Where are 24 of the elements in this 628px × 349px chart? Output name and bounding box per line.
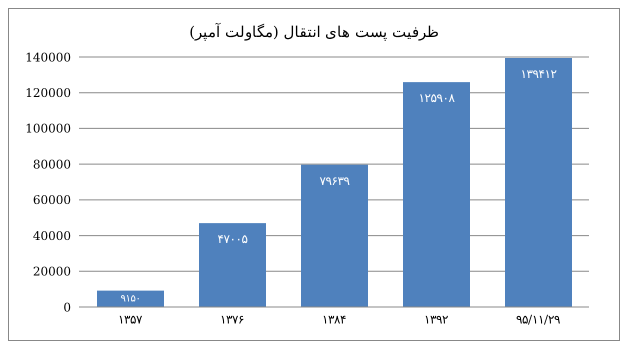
chart-title: ظرفیت پست های انتقال (مگاولت آمپر) [188,23,440,43]
y-tick-label: 60000 [32,193,71,208]
data-label: ۱۲۵۹۰۸ [418,91,456,106]
x-tick-label: ۱۳۸۴ [322,312,346,327]
bar [301,164,368,307]
bar [403,82,470,307]
x-tick-label: ۱۳۹۲ [424,312,448,327]
data-label: ۹۱۵۰ [120,293,140,304]
bar [97,290,164,307]
x-tick-label: ۹۵/۱۱/۲۹ [516,312,560,327]
y-tick-label: 140000 [25,50,71,64]
bar [199,223,266,307]
data-label: ۱۳۹۴۱۲ [520,67,556,82]
y-tick-label: 40000 [32,228,71,243]
data-label: ۴۷۰۰۵ [218,232,248,246]
y-tick-label: 80000 [32,157,71,172]
x-tick-label: ۱۳۷۶ [220,312,244,327]
data-label: ۷۹۶۳۹ [320,174,350,188]
y-tick-label: 20000 [32,264,71,279]
y-tick-label: 0 [63,300,71,314]
bar [505,58,572,307]
y-tick-label: 120000 [25,86,71,100]
x-tick-label: ۱۳۵۷ [118,312,143,327]
y-tick-label: 100000 [25,122,71,136]
